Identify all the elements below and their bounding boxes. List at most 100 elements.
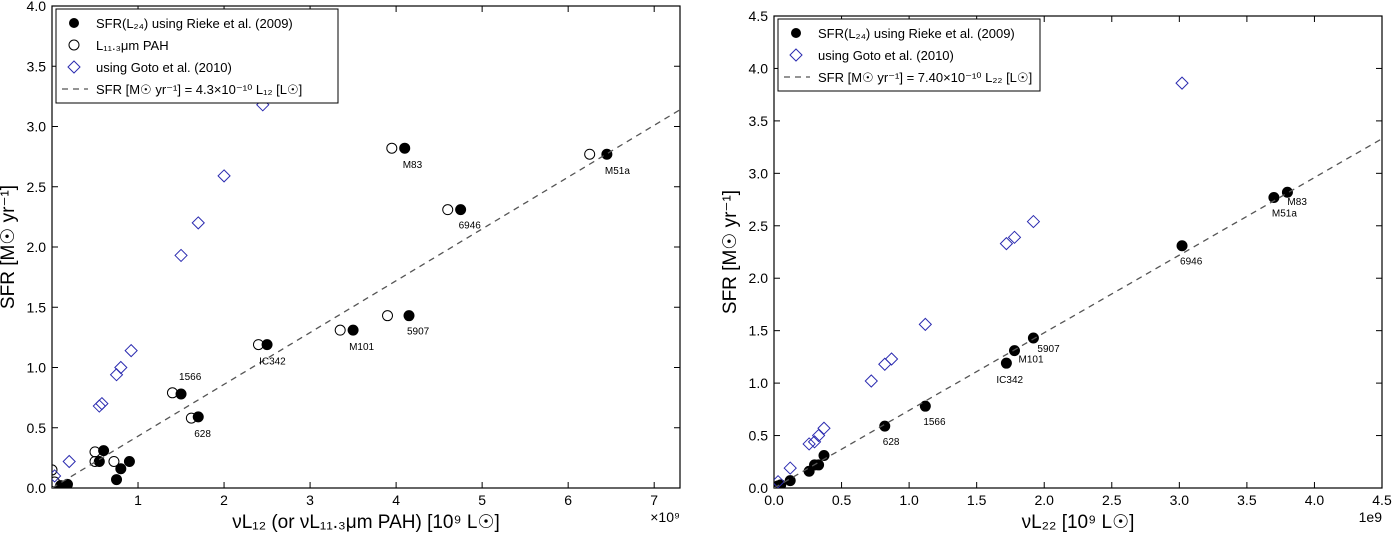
point-goto xyxy=(1026,214,1041,229)
galaxy-label: 1566 xyxy=(923,417,946,428)
y-tick-label: 4.0 xyxy=(27,0,47,14)
x-tick-label: 2 xyxy=(220,492,228,508)
point-pah xyxy=(584,148,596,160)
y-tick-label: 0.0 xyxy=(749,480,769,496)
legend-marker-filled xyxy=(791,28,801,38)
point-pah xyxy=(442,204,454,216)
x-tick-label: 3.0 xyxy=(1170,492,1190,508)
data-layer xyxy=(52,98,680,488)
point-rieke xyxy=(455,204,467,216)
point-pah xyxy=(252,339,264,351)
y-tick-label: 4.0 xyxy=(749,60,769,76)
point-goto xyxy=(174,248,188,263)
fit-line xyxy=(52,109,680,488)
galaxy-label: M51a xyxy=(1272,208,1297,219)
y-tick-label: 2.5 xyxy=(27,179,47,195)
y-tick-label: 4.5 xyxy=(749,8,769,24)
point-rieke xyxy=(261,339,273,351)
galaxy-label: M101 xyxy=(1018,355,1043,366)
y-axis-label: SFR [M☉ yr⁻¹] xyxy=(720,190,741,314)
plot-frame xyxy=(773,15,1383,489)
point-pah xyxy=(108,455,120,467)
point-rieke xyxy=(399,142,411,154)
galaxy-label: M83 xyxy=(403,160,423,171)
x-tick-label: 3 xyxy=(306,492,314,508)
galaxy-label: M83 xyxy=(1287,197,1307,208)
point-goto xyxy=(109,368,124,382)
galaxy-label: 6946 xyxy=(459,221,482,232)
point-goto xyxy=(918,317,933,332)
galaxy-label: IC342 xyxy=(996,375,1023,386)
x-offset-label: ×10⁹ xyxy=(650,509,680,525)
point-goto xyxy=(802,437,816,451)
legend-marker-diamond xyxy=(67,60,81,74)
galaxy-label: 628 xyxy=(194,429,211,440)
point-rieke xyxy=(1027,332,1039,344)
point-rieke xyxy=(919,400,931,412)
point-rieke xyxy=(192,411,204,423)
y-tick-label: 3.5 xyxy=(27,58,47,74)
point-goto xyxy=(92,399,107,413)
x-tick-label: 1.0 xyxy=(899,492,919,508)
x-tick-label: 2.0 xyxy=(1034,492,1054,508)
y-tick-label: 0.0 xyxy=(27,480,47,496)
point-pah xyxy=(334,324,346,336)
point-goto xyxy=(95,396,109,411)
data-layer xyxy=(774,76,1382,488)
point-rieke xyxy=(98,445,110,457)
x-tick-label: 0.0 xyxy=(764,492,784,508)
y-tick-label: 0.5 xyxy=(749,428,769,444)
point-rieke xyxy=(784,475,796,487)
legend-box xyxy=(55,8,339,104)
y-tick-label: 3.5 xyxy=(749,113,769,129)
y-tick-label: 3.0 xyxy=(27,119,47,135)
y-axis-label: SFR [M☉ yr⁻¹] xyxy=(0,185,19,309)
point-pah xyxy=(52,464,58,476)
point-rieke xyxy=(403,310,415,322)
x-tick-label: 4 xyxy=(392,492,400,508)
chart-1: 1 2 3 4 5 6 7 0.0 0.5 1.0 1.5 2.0 2.5 3.0 3.5 4.0 νL₁₂ (… xyxy=(0,0,681,533)
point-rieke xyxy=(879,420,891,432)
point-pah xyxy=(386,142,398,154)
x-offset-label: 1e9 xyxy=(1359,509,1383,525)
galaxy-label: M101 xyxy=(349,342,374,353)
legend-label: using Goto et al. (2010) xyxy=(96,60,232,75)
galaxy-label: 1566 xyxy=(179,372,202,383)
point-rieke xyxy=(1268,191,1280,203)
point-goto xyxy=(62,454,76,469)
fit-line xyxy=(774,138,1382,488)
galaxy-label: IC342 xyxy=(259,357,286,368)
y-tick-label: 2.0 xyxy=(749,270,769,286)
x-tick-label: 4.5 xyxy=(1372,492,1392,508)
chart-2: 0.0 0.5 1.0 1.5 2.0 2.5 3.0 3.5 4.0 4.5 0.0 0.5 1.0 1… xyxy=(720,8,1392,533)
point-pah xyxy=(89,455,101,467)
y-tick-label: 3.0 xyxy=(749,165,769,181)
legend-marker-diamond xyxy=(789,48,803,62)
point-goto xyxy=(114,360,128,375)
point-rieke xyxy=(123,455,135,467)
point-pah xyxy=(185,412,197,424)
point-goto xyxy=(999,236,1014,251)
point-goto xyxy=(864,374,878,388)
point-goto xyxy=(811,428,826,443)
point-rieke xyxy=(115,463,127,475)
legend-label: SFR(L₂₄) using Rieke et al. (2009) xyxy=(818,26,1015,41)
point-goto xyxy=(1175,76,1189,90)
galaxy-label: 628 xyxy=(883,437,900,448)
x-tick-label: 6 xyxy=(564,492,572,508)
x-axis-label: νL₂₂ [10⁹ L☉] xyxy=(1022,512,1135,533)
x-tick-label: 5 xyxy=(478,492,486,508)
legend-label: SFR [M☉ yr⁻¹] = 7.40×10⁻¹⁰ L₂₂ [L☉] xyxy=(818,70,1032,85)
x-tick-label: 1.5 xyxy=(967,492,987,508)
y-tick-label: 1.5 xyxy=(27,299,47,315)
point-goto xyxy=(1007,230,1022,245)
x-tick-label: 3.5 xyxy=(1237,492,1257,508)
y-tick-label: 1.0 xyxy=(27,360,47,376)
legend-marker-open xyxy=(68,39,80,51)
x-tick-label: 1 xyxy=(134,492,142,508)
x-axis-label: νL₁₂ (or νL₁₁.₃μm PAH) [10⁹ L☉] xyxy=(232,512,500,533)
point-goto xyxy=(878,357,892,371)
y-tick-label: 1.0 xyxy=(749,375,769,391)
legend-label: using Goto et al. (2010) xyxy=(818,48,954,63)
